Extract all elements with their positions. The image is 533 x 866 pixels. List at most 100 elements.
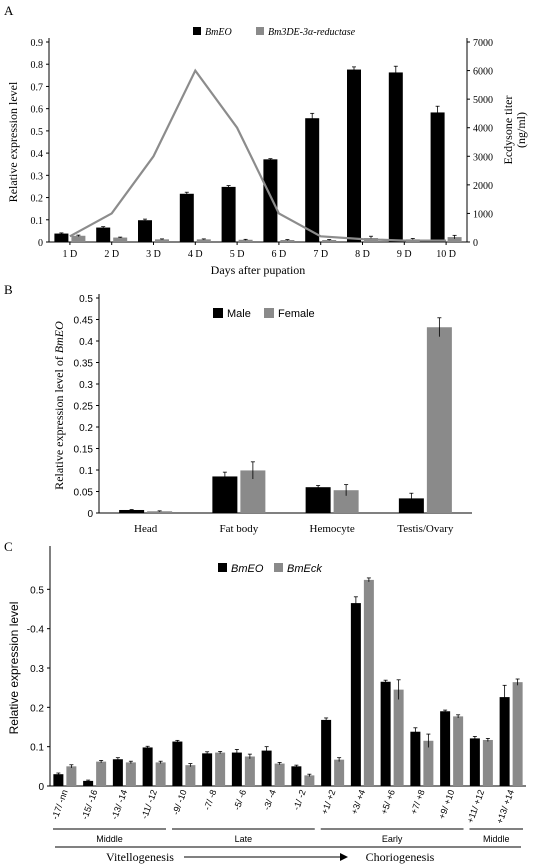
stage-left-label: Vitellogenesis: [106, 850, 174, 864]
bar-bmeo: [96, 227, 111, 242]
x-tick-label: +13/ +14: [494, 788, 516, 825]
group-label: Early: [382, 834, 403, 844]
bar-bm3de-3-reductase: [113, 237, 128, 242]
y-tick-label: 0.7: [31, 82, 44, 93]
legend-swatch-male: [213, 308, 223, 318]
x-tick-label: 3 D: [146, 249, 161, 260]
bar-bm3de-3-reductase: [280, 240, 295, 242]
legend-label-female: Female: [278, 308, 315, 320]
x-tick-label: 10 D: [436, 249, 456, 260]
chart-c: 0 0.1 0.2 0.3 -0.4 0.5 -17/ -nn -15/ -16 -13/ -1…: [7, 546, 526, 864]
group-label: Middle: [483, 834, 510, 844]
group-label: Middle: [96, 834, 123, 844]
x-tick-label: +1/ +2: [319, 788, 337, 815]
bar-bmeck: [423, 740, 434, 786]
x-tick-label: -3/ -4: [261, 788, 278, 811]
y-tick-label: 0.1: [79, 466, 93, 477]
bar-bm3de-3-reductase: [238, 239, 253, 242]
bar-bmeo: [440, 711, 451, 786]
x-tick-label: -17/ -nn: [50, 788, 70, 821]
x-tick-label: Hemocyte: [310, 523, 355, 535]
y-tick-label: 0: [38, 782, 44, 793]
bar-bmeo: [221, 186, 236, 242]
bar-bmeo: [261, 750, 272, 786]
y2-tick-label: 6000: [473, 67, 493, 78]
y-tick-label: 0.4: [31, 149, 44, 160]
panel-label-c: C: [4, 539, 13, 554]
chart-a: 0 0.1 0.2 0.3 0.4 0.5 0.6 0.7 0.8 0.9 1 D 2 D 3 D 4 D…: [6, 27, 528, 277]
x-tick-label: 1 D: [63, 249, 78, 260]
bar-bm3de-3-reductase: [155, 239, 169, 242]
x-tick-label: +5/ +6: [379, 788, 397, 815]
legend-swatch-bm3de: [256, 27, 264, 35]
stage-arrow-head: [340, 853, 348, 861]
y-tick-label: 0.2: [31, 194, 44, 205]
legend-label-bmeck: BmEck: [287, 563, 322, 575]
y-tick-label: 0.3: [31, 171, 44, 182]
x-axis-label: Days after pupation: [211, 263, 306, 277]
bar-bmeo: [54, 233, 69, 242]
bar-male: [305, 487, 331, 513]
bar-bmeck: [96, 761, 107, 786]
bar-bmeo: [347, 69, 361, 242]
bar-bm3de-3-reductase: [71, 235, 86, 242]
x-tick-label: 5 D: [230, 249, 245, 260]
bar-bmeck: [393, 689, 404, 786]
bar-bmeck: [363, 579, 374, 786]
y2-axis-label-unit: (ng/ml): [514, 112, 528, 148]
bar-bmeo: [321, 719, 332, 786]
bar-female: [333, 490, 359, 513]
y-axis-label: Relative expression level: [7, 602, 21, 735]
x-tick-label: +3/ +4: [349, 788, 367, 815]
bar-bmeck: [453, 716, 464, 786]
legend-swatch-bmeck: [274, 563, 283, 572]
y2-tick-label: 2000: [473, 181, 493, 192]
y-tick-label: 0.1: [30, 743, 44, 754]
x-tick-label: 2 D: [104, 249, 119, 260]
stage-right-label: Choriogenesis: [366, 850, 435, 864]
y-tick-label: 0.45: [74, 316, 94, 327]
y2-tick-label: 3000: [473, 152, 493, 163]
y-tick-label: 0.3: [79, 380, 93, 391]
y2-tick-label: 0: [473, 238, 478, 249]
x-tick-label: -9/ -10: [170, 788, 188, 816]
legend-label-bm3de: Bm3DE-3α-reductase: [268, 27, 356, 38]
bar-male: [119, 509, 145, 513]
bar-bmeck: [185, 765, 196, 786]
y-axis-label: Relative expression level: [6, 81, 20, 202]
x-tick-label: +11/ +12: [465, 788, 486, 824]
x-tick-label: Testis/Ovary: [397, 523, 454, 535]
bar-bmeo: [380, 681, 391, 786]
legend-swatch-female: [264, 308, 274, 318]
x-tick-label: 7 D: [313, 249, 328, 260]
y-tick-label: 0.5: [79, 294, 93, 305]
bar-bmeo: [499, 697, 510, 786]
y2-tick-label: 7000: [473, 38, 493, 49]
y-tick-label: 0.35: [74, 359, 94, 370]
x-tick-label: Fat body: [219, 523, 258, 535]
bar-bm3de-3-reductase: [196, 239, 211, 242]
ecdysone-titer-line: [69, 68, 447, 242]
bar-bmeo: [263, 159, 278, 242]
bar-bmeo: [430, 112, 445, 242]
y-tick-label: 0.2: [79, 423, 93, 434]
bar-bmeo: [112, 759, 123, 786]
bar-bmeo: [179, 193, 194, 242]
y-tick-label: 0.1: [31, 216, 44, 227]
legend-label-male: Male: [227, 308, 251, 320]
bar-female: [147, 511, 173, 513]
bar-bmeck: [304, 775, 315, 786]
x-tick-label: -15/ -16: [79, 788, 99, 821]
y-tick-label: 0.9: [31, 38, 44, 49]
y2-tick-label: 5000: [473, 95, 493, 106]
x-tick-label: -7/ -8: [202, 788, 219, 811]
y2-tick-label: 1000: [473, 209, 493, 220]
bar-bmeo: [231, 752, 242, 786]
x-tick-label: +9/ +10: [437, 788, 457, 820]
panel-label-a: A: [4, 3, 14, 18]
bar-bm3de-3-reductase: [447, 237, 462, 242]
x-tick-label: 8 D: [355, 249, 370, 260]
x-tick-label: +7/ +8: [409, 788, 427, 815]
group-label: Late: [235, 834, 253, 844]
